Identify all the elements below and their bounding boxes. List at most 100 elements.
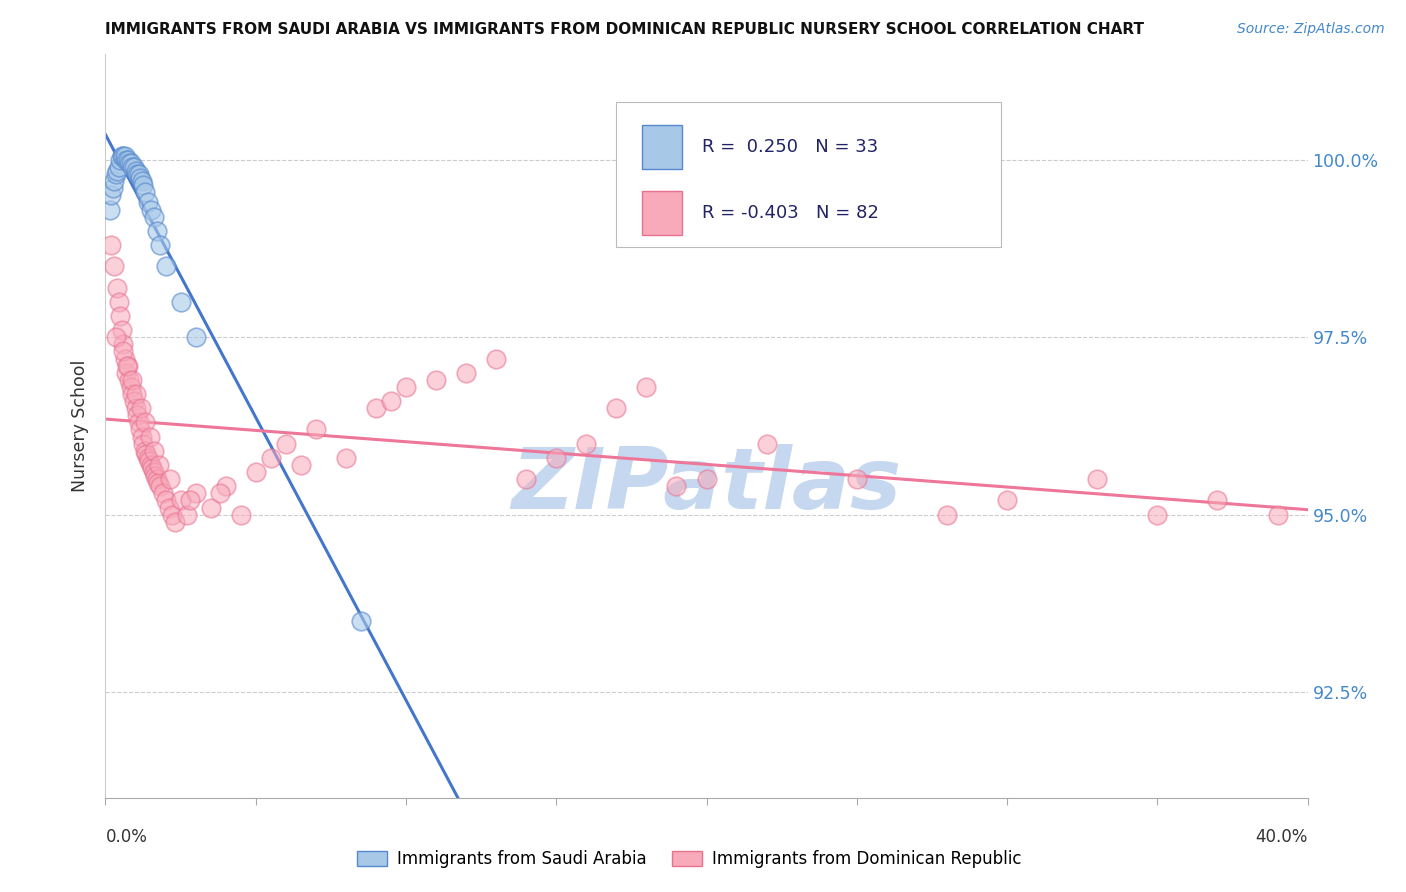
Point	[98, 202, 121, 217]
Point	[245, 465, 267, 479]
Point	[179, 493, 201, 508]
Point	[108, 160, 131, 174]
Point	[155, 493, 177, 508]
Point	[114, 149, 136, 163]
Point	[134, 185, 156, 199]
Point	[350, 614, 373, 628]
Point	[117, 153, 139, 167]
Point	[132, 436, 155, 450]
Point	[176, 508, 198, 522]
Point	[129, 401, 152, 416]
Point	[485, 351, 508, 366]
Point	[125, 409, 148, 423]
Point	[696, 472, 718, 486]
Point	[138, 454, 160, 468]
Point	[575, 436, 598, 450]
Point	[229, 508, 252, 522]
Point	[380, 394, 402, 409]
Point	[148, 238, 170, 252]
Point	[157, 500, 180, 515]
Point	[115, 359, 138, 373]
Point	[163, 515, 186, 529]
Point	[200, 500, 222, 515]
Point	[936, 508, 959, 522]
Point	[112, 337, 135, 351]
Point	[395, 380, 418, 394]
Point	[155, 260, 177, 274]
Point	[184, 486, 207, 500]
Point	[425, 373, 447, 387]
Text: R = -0.403   N = 82: R = -0.403 N = 82	[702, 204, 879, 222]
Text: 40.0%: 40.0%	[1256, 828, 1308, 846]
Point	[636, 380, 658, 394]
Point	[120, 156, 142, 170]
Point	[124, 163, 146, 178]
Point	[139, 458, 162, 472]
Point	[132, 178, 155, 192]
Point	[125, 167, 148, 181]
FancyBboxPatch shape	[641, 191, 682, 235]
Legend: Immigrants from Saudi Arabia, Immigrants from Dominican Republic: Immigrants from Saudi Arabia, Immigrants…	[350, 844, 1028, 875]
Point	[129, 422, 152, 436]
Point	[108, 294, 131, 309]
Point	[160, 508, 183, 522]
Point	[111, 344, 134, 359]
Point	[605, 401, 627, 416]
Point	[134, 416, 156, 430]
Point	[755, 436, 778, 450]
Point	[118, 156, 141, 170]
Text: Source: ZipAtlas.com: Source: ZipAtlas.com	[1237, 22, 1385, 37]
Point	[141, 461, 163, 475]
Point	[142, 465, 165, 479]
Point	[110, 153, 132, 167]
Point	[134, 443, 156, 458]
Point	[290, 458, 312, 472]
Point	[122, 394, 145, 409]
Point	[456, 366, 478, 380]
Point	[128, 416, 150, 430]
Point	[121, 160, 143, 174]
Point	[546, 450, 568, 465]
Point	[152, 486, 174, 500]
Point	[214, 479, 236, 493]
Point	[845, 472, 868, 486]
Point	[100, 188, 122, 202]
Point	[107, 280, 129, 294]
Point	[118, 373, 141, 387]
Point	[148, 458, 170, 472]
Point	[101, 181, 124, 195]
Point	[112, 149, 135, 163]
Point	[104, 330, 127, 344]
Point	[145, 224, 167, 238]
Point	[129, 170, 152, 185]
Y-axis label: Nursery School: Nursery School	[72, 359, 90, 492]
Point	[148, 479, 170, 493]
Point	[110, 309, 132, 323]
Point	[159, 472, 181, 486]
Point	[364, 401, 387, 416]
Point	[169, 493, 191, 508]
Point	[121, 387, 143, 401]
Point	[128, 167, 150, 181]
Point	[515, 472, 537, 486]
Point	[120, 380, 142, 394]
Point	[665, 479, 688, 493]
Point	[208, 486, 231, 500]
Point	[131, 429, 153, 443]
Point	[111, 323, 134, 337]
Point	[1206, 493, 1229, 508]
Point	[125, 387, 148, 401]
Point	[115, 153, 138, 167]
Point	[117, 359, 139, 373]
Point	[305, 422, 328, 436]
Point	[1146, 508, 1168, 522]
Text: ZIPatlas: ZIPatlas	[512, 444, 901, 527]
Text: 0.0%: 0.0%	[105, 828, 148, 846]
Point	[1267, 508, 1289, 522]
Text: IMMIGRANTS FROM SAUDI ARABIA VS IMMIGRANTS FROM DOMINICAN REPUBLIC NURSERY SCHOO: IMMIGRANTS FROM SAUDI ARABIA VS IMMIGRAN…	[105, 22, 1144, 37]
Point	[103, 260, 125, 274]
Point	[103, 174, 125, 188]
Point	[135, 447, 157, 461]
Point	[146, 475, 169, 490]
FancyBboxPatch shape	[641, 125, 682, 169]
